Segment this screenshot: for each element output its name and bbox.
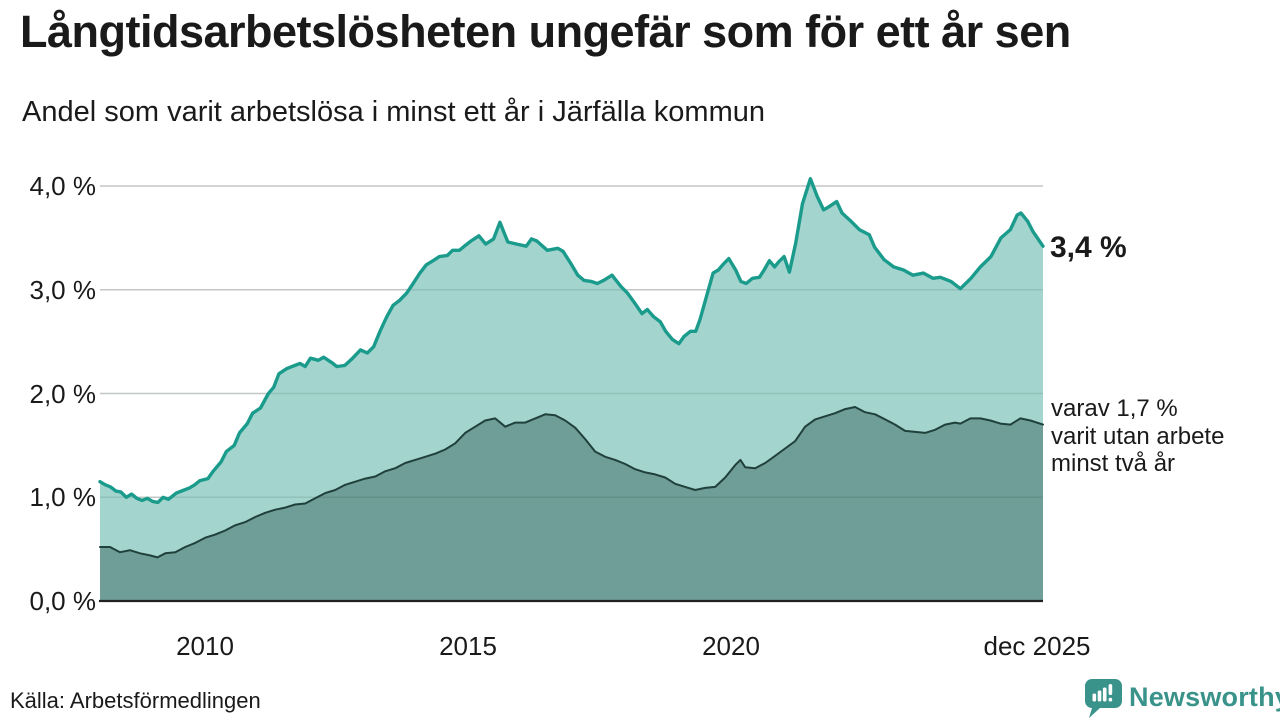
- y-tick-label: 2,0 %: [29, 379, 97, 409]
- x-tick-label: 2015: [439, 631, 497, 661]
- annotation-line: minst två år: [1051, 450, 1176, 477]
- x-tick-label: 2020: [702, 631, 760, 661]
- y-tick-label: 0,0 %: [29, 586, 97, 616]
- y-tick-label: 4,0 %: [29, 171, 97, 201]
- end-value-annotation-partial: varav 1,7 % varit utan arbete minst två …: [1051, 395, 1224, 478]
- x-tick-label: 2010: [176, 631, 234, 661]
- chart-title: Långtidsarbetslösheten ungefär som för e…: [20, 6, 1071, 57]
- end-value-label-total: 3,4 %: [1050, 231, 1127, 264]
- annotation-line: varav 1,7 %: [1051, 395, 1178, 422]
- chart-subtitle: Andel som varit arbetslösa i minst ett å…: [22, 96, 765, 128]
- annotation-line: varit utan arbete: [1051, 422, 1225, 450]
- newsworthy-logo-icon: [1085, 679, 1122, 718]
- newsworthy-logo-text: Newsworthy: [1129, 682, 1280, 712]
- y-tick-label: 1,0 %: [29, 482, 97, 512]
- y-tick-label: 3,0 %: [29, 275, 97, 305]
- x-tick-label: dec 2025: [983, 631, 1091, 661]
- newsworthy-logo: Newsworthy: [1084, 679, 1280, 720]
- source-text: Källa: Arbetsförmedlingen: [10, 688, 261, 713]
